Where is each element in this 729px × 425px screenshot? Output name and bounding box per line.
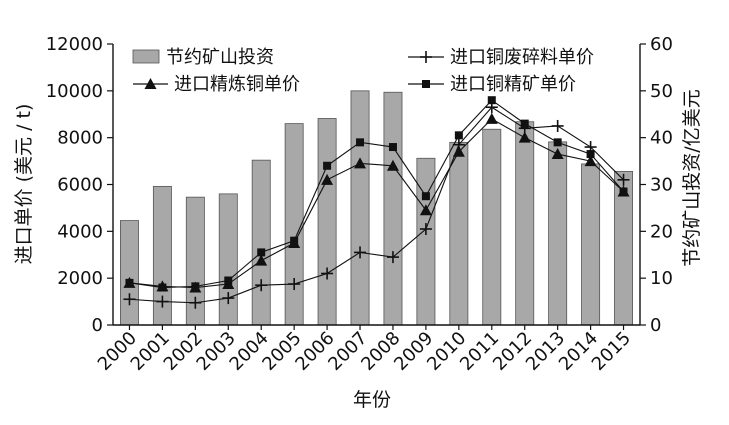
x-axis-title: 年份 — [353, 389, 391, 411]
lines-layer — [123, 96, 630, 309]
point-s1-2009 — [419, 204, 432, 216]
point-s2-2006 — [323, 161, 332, 170]
point-s0-2009 — [419, 222, 432, 235]
bar-2007 — [350, 90, 370, 326]
bar-2006 — [317, 118, 337, 326]
point-s1-2008 — [386, 159, 399, 171]
point-s2-2013 — [553, 138, 562, 147]
left-y-tick-label: 8000 — [57, 128, 103, 149]
legend-label: 进口铜精矿单价 — [450, 74, 576, 95]
right-y-tick-label: 50 — [650, 81, 673, 102]
point-s1-2012 — [518, 131, 531, 143]
bar-2003 — [218, 193, 238, 326]
bar-2008 — [383, 91, 403, 326]
bar-2013 — [548, 141, 568, 326]
point-s0-2003 — [222, 292, 235, 305]
point-s2-2008 — [388, 143, 397, 152]
left-y-axis-title: 进口单价 (美元 / t) — [13, 104, 35, 265]
x-tick-label: 2015 — [588, 328, 635, 375]
right-y-tick-label: 60 — [650, 34, 673, 55]
point-s2-2000 — [125, 278, 134, 287]
point-s0-2002 — [189, 296, 202, 309]
point-s1-2014 — [584, 155, 597, 167]
point-s2-2012 — [520, 119, 529, 128]
bar-2014 — [581, 163, 601, 326]
point-s1-2007 — [354, 157, 367, 169]
point-s2-2003 — [224, 276, 233, 285]
point-s2-2002 — [191, 282, 200, 291]
point-s2-2015 — [619, 187, 628, 196]
bar-2010 — [449, 141, 469, 326]
point-s2-2001 — [158, 283, 167, 292]
point-s0-2013 — [551, 119, 564, 132]
right-y-tick-label: 10 — [650, 268, 673, 289]
point-s1-2006 — [321, 173, 334, 185]
legend-label: 进口精炼铜单价 — [174, 74, 300, 95]
point-s0-2005 — [288, 278, 301, 291]
legend-swatch-bars — [132, 49, 160, 64]
left-y-tick-label: 6000 — [57, 175, 103, 196]
bar-2004 — [251, 159, 271, 326]
bar-2012 — [515, 121, 535, 326]
point-s2-2010 — [454, 131, 463, 140]
point-s0-2000 — [123, 293, 136, 306]
point-s1-2011 — [485, 112, 498, 124]
bar-2000 — [120, 220, 139, 326]
point-s0-2004 — [255, 279, 268, 292]
point-s0-2001 — [156, 295, 169, 308]
point-s1-2010 — [452, 145, 465, 157]
point-s2-2011 — [487, 96, 496, 105]
right-y-tick-label: 40 — [650, 128, 673, 149]
bars-layer — [120, 90, 633, 326]
point-s0-2008 — [386, 251, 399, 264]
legend-marker-2 — [422, 80, 430, 88]
legend-label: 节约矿山投资 — [166, 47, 274, 68]
point-s2-2007 — [356, 138, 365, 147]
legend-marker-0 — [420, 51, 432, 63]
left-y-tick-label: 4000 — [57, 221, 103, 242]
point-s2-2014 — [586, 150, 595, 159]
right-y-tick-label: 0 — [650, 315, 661, 336]
left-y-tick-label: 0 — [92, 315, 103, 336]
legend-label: 进口铜废碎料单价 — [450, 47, 594, 68]
left-y-tick-label: 10000 — [46, 81, 103, 102]
point-s1-2013 — [551, 148, 564, 160]
point-s0-2015 — [617, 173, 630, 186]
right-y-tick-label: 20 — [650, 221, 673, 242]
legend-marker-1 — [144, 78, 157, 89]
right-y-axis-title: 节约矿山投资/亿美元 — [681, 89, 703, 266]
series-line-1 — [129, 118, 624, 289]
point-s0-2006 — [321, 267, 334, 280]
right-y-tick-label: 30 — [650, 175, 673, 196]
point-s0-2007 — [354, 246, 367, 259]
point-s1-2004 — [255, 254, 268, 266]
series-line-0 — [129, 106, 624, 304]
point-s2-2005 — [290, 236, 299, 245]
point-s2-2009 — [421, 192, 430, 201]
left-y-tick-label: 12000 — [46, 34, 103, 55]
bar-2009 — [416, 157, 436, 326]
bar-2011 — [482, 128, 502, 326]
left-y-tick-label: 2000 — [57, 268, 103, 289]
point-s2-2004 — [257, 248, 266, 257]
bar-2005 — [284, 123, 304, 326]
series-line-2 — [129, 99, 624, 289]
